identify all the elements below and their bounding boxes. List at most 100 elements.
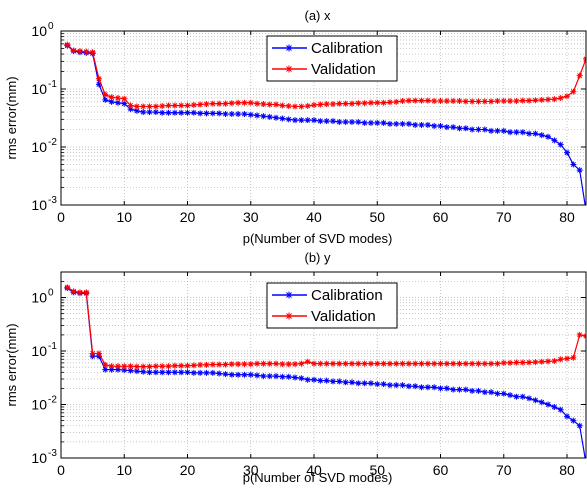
x-tick-label: 10 <box>116 209 132 225</box>
data-point-validation <box>323 360 330 367</box>
data-point-calibration <box>178 369 185 376</box>
data-point-validation <box>89 49 96 56</box>
data-point-validation <box>462 98 469 105</box>
data-point-validation <box>551 96 558 103</box>
data-point-calibration <box>273 114 280 121</box>
data-point-calibration <box>399 120 406 127</box>
data-point-calibration <box>197 110 204 117</box>
data-point-calibration <box>184 369 191 376</box>
data-point-validation <box>336 360 343 367</box>
data-point-calibration <box>386 382 393 389</box>
data-point-validation <box>469 98 476 105</box>
data-point-calibration <box>469 126 476 133</box>
data-point-calibration <box>367 380 374 387</box>
data-point-calibration <box>108 98 115 105</box>
legend-box <box>266 282 398 329</box>
data-point-validation <box>519 97 526 104</box>
data-point-validation <box>304 102 311 109</box>
axes-box <box>60 271 587 459</box>
data-point-calibration <box>450 124 457 131</box>
y-tick-label: 10 <box>31 197 47 213</box>
data-point-validation <box>127 102 134 109</box>
y-tick-exponent: -1 <box>48 79 57 90</box>
data-point-calibration <box>203 369 210 376</box>
data-point-calibration <box>488 127 495 134</box>
legend-label-validation: Validation <box>311 61 376 78</box>
legend: Calibration Validation <box>266 282 398 329</box>
data-point-calibration <box>374 381 381 388</box>
legend-marker-calibration <box>285 44 293 52</box>
data-point-calibration <box>519 129 526 136</box>
data-point-validation <box>292 103 299 110</box>
data-point-calibration <box>405 383 412 390</box>
data-point-calibration <box>114 99 121 106</box>
data-point-calibration <box>557 406 564 413</box>
data-point-validation <box>317 360 324 367</box>
data-point-validation <box>443 98 450 105</box>
data-point-validation <box>298 360 305 367</box>
data-point-validation <box>114 363 121 370</box>
data-point-calibration <box>355 118 362 125</box>
data-point-calibration <box>222 111 229 118</box>
data-point-calibration <box>545 133 552 140</box>
data-point-validation <box>367 99 374 106</box>
data-point-validation <box>380 99 387 106</box>
y-axis-label: rms error(mm) <box>4 323 19 406</box>
data-point-validation <box>140 103 147 110</box>
data-point-calibration <box>323 377 330 384</box>
legend-marker-calibration <box>285 291 293 299</box>
data-point-validation <box>203 361 210 368</box>
data-point-calibration <box>260 373 267 380</box>
data-point-calibration <box>462 125 469 132</box>
y-tick-label: 10 <box>31 139 47 155</box>
data-point-validation <box>64 41 71 48</box>
data-point-calibration <box>146 369 153 376</box>
data-point-validation <box>209 361 216 368</box>
data-point-validation <box>336 100 343 107</box>
data-point-validation <box>140 363 147 370</box>
data-point-validation <box>197 361 204 368</box>
data-point-validation <box>424 360 431 367</box>
data-point-calibration <box>216 370 223 377</box>
y-tick-exponent: -2 <box>48 137 57 148</box>
data-point-calibration <box>551 137 558 144</box>
y-tick-exponent: 0 <box>48 288 54 299</box>
data-point-calibration <box>393 120 400 127</box>
y-tick-label: 10 <box>31 290 47 306</box>
data-point-validation <box>292 361 299 368</box>
data-point-calibration <box>380 119 387 126</box>
x-tick-label: 20 <box>180 209 196 225</box>
x-tick-label: 0 <box>57 462 65 478</box>
legend-marker-validation <box>285 65 293 73</box>
data-point-calibration <box>583 460 587 466</box>
data-point-validation <box>266 360 273 367</box>
data-point-calibration <box>462 386 469 393</box>
data-point-calibration <box>469 387 476 394</box>
data-point-validation <box>564 93 571 100</box>
data-point-calibration <box>342 379 349 386</box>
data-point-calibration <box>329 118 336 125</box>
y-tick-exponent: -3 <box>48 195 57 206</box>
data-point-validation <box>304 358 311 365</box>
data-point-validation <box>311 360 318 367</box>
data-point-validation <box>235 99 242 106</box>
data-point-calibration <box>348 118 355 125</box>
data-point-validation <box>456 98 463 105</box>
data-point-validation <box>475 360 482 367</box>
data-point-calibration <box>304 117 311 124</box>
data-point-calibration <box>247 371 254 378</box>
data-point-validation <box>507 359 514 366</box>
data-point-validation <box>254 360 261 367</box>
data-point-validation <box>545 358 552 365</box>
data-point-validation <box>83 289 90 296</box>
data-point-calibration <box>108 366 115 373</box>
data-point-validation <box>102 91 109 98</box>
data-point-validation <box>348 100 355 107</box>
data-point-calibration <box>361 380 368 387</box>
data-point-calibration <box>197 369 204 376</box>
x-axis-label: p(Number of SVD modes) <box>243 231 393 246</box>
data-point-validation <box>418 97 425 104</box>
data-point-calibration <box>475 126 482 133</box>
data-point-calibration <box>247 111 254 118</box>
